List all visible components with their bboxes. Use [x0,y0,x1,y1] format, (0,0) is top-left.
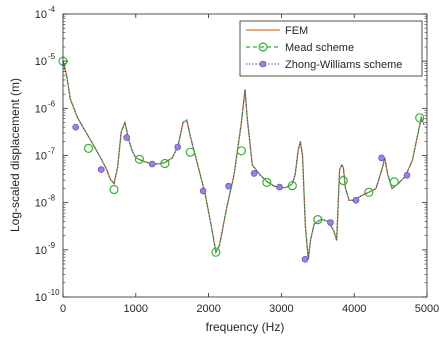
x-tick-label: 5000 [415,303,439,315]
y-tick-exponent: -10 [48,288,60,297]
mead-marker [134,154,144,164]
mead-marker [262,177,272,187]
legend: FEM Mead scheme Zhong-Williams scheme [239,20,423,77]
x-tick-label: 3000 [269,303,293,315]
y-tick-label: 10 [35,103,47,115]
zhong-williams-marker [250,170,258,177]
y-tick-label: 10 [35,9,47,21]
zhong-williams-marker [199,187,207,195]
y-tick-label: 10 [35,56,47,68]
y-tick-exponent: -5 [48,52,56,61]
y-tick-label: 10 [35,198,47,210]
legend-label: Mead scheme [285,42,354,54]
y-tick-label: 10 [35,292,47,304]
zhong-williams-marker [301,255,309,263]
x-tick-label: 4000 [342,303,366,315]
zhong-williams-marker [72,123,79,131]
zhong-williams-marker [148,160,156,168]
x-tick-label: 1000 [124,303,148,315]
zhong-williams-marker [352,197,360,204]
mead-marker [287,181,297,191]
zhong-williams-marker [327,219,334,226]
mead-marker [109,184,119,195]
x-axis-ticks: 0 1000 2000 3000 4000 5000 [60,14,439,315]
y-axis-label: Log-scaled displacement (m) [8,78,22,232]
x-axis-label: frequency (Hz) [206,320,285,334]
mead-marker [160,158,170,169]
mead-marker [415,113,425,123]
x-tick-label: 2000 [196,303,220,315]
mead-marker [364,187,374,197]
y-tick-exponent: -8 [48,194,56,203]
mead-marker [389,177,399,187]
zhong-williams-series-line [62,61,425,260]
zhong-williams-marker [378,154,385,162]
legend-label: FEM [285,25,308,37]
mead-marker [338,175,348,186]
mead-marker [83,143,94,153]
y-tick-label: 10 [35,245,47,257]
y-tick-exponent: -6 [48,99,56,108]
mead-marker [236,146,246,156]
zhong-williams-marker [225,182,232,190]
y-tick-exponent: -7 [48,147,56,156]
zhong-williams-marker [403,172,411,179]
zhong-williams-marker [174,143,181,151]
zhong-williams-marker [123,134,130,141]
legend-marker [259,60,267,68]
y-tick-exponent: -4 [48,5,56,14]
x-tick-label: 0 [60,303,66,315]
legend-marker [258,42,268,52]
plot-markers [58,56,425,263]
y-tick-label: 10 [35,151,47,163]
mead-series-line [62,61,425,260]
mead-marker [313,215,323,225]
fem-series-line [62,61,425,260]
legend-label: Zhong-Williams scheme [285,59,402,71]
y-axis-ticks: 10-410-510-610-710-810-910-10 [35,5,427,304]
y-tick-exponent: -9 [48,241,56,250]
zhong-williams-marker [276,183,283,191]
mead-marker [211,247,221,257]
zhong-williams-marker [97,166,105,173]
plot-lines [62,61,425,260]
mead-marker [185,147,195,157]
